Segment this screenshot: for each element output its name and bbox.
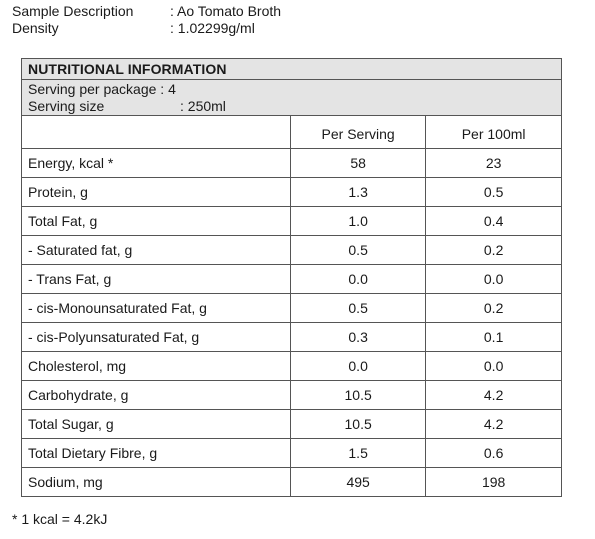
density-label: Density bbox=[12, 20, 59, 36]
serving-info: Serving per package : 4 Serving size : 2… bbox=[22, 80, 561, 116]
table-row: Carbohydrate, g 10.5 4.2 bbox=[22, 380, 561, 410]
per-100ml-value: 198 bbox=[425, 467, 561, 496]
per-serving-value: 1.3 bbox=[289, 177, 427, 207]
per-serving-value: 1.5 bbox=[289, 438, 427, 468]
per-100ml-value: 0.4 bbox=[425, 206, 561, 236]
per-100ml-value: 0.1 bbox=[425, 322, 561, 352]
per-serving-value: 1.0 bbox=[289, 206, 427, 236]
per-serving-value: 0.0 bbox=[289, 264, 427, 294]
table-row: Sodium, mg 495 198 bbox=[22, 467, 561, 496]
per-serving-value: 0.5 bbox=[289, 293, 427, 323]
per-100ml-value: 4.2 bbox=[425, 380, 561, 410]
serving-size-row: Serving size : 250ml bbox=[28, 98, 561, 115]
table-row: Cholesterol, mg 0.0 0.0 bbox=[22, 351, 561, 381]
per-serving-value: 0.5 bbox=[289, 235, 427, 265]
sample-info: Sample Description : Ao Tomato Broth Den… bbox=[12, 3, 281, 37]
density-value: : 1.02299g/ml bbox=[170, 20, 255, 36]
nutrient-name: - cis-Polyunsaturated Fat, g bbox=[22, 322, 291, 352]
table-header-row: Per Serving Per 100ml bbox=[22, 116, 561, 149]
table-row: Total Sugar, g 10.5 4.2 bbox=[22, 409, 561, 439]
per-serving-value: 10.5 bbox=[289, 409, 427, 439]
nutrient-name: - Trans Fat, g bbox=[22, 264, 291, 294]
per-100ml-value: 23 bbox=[425, 148, 561, 178]
density-row: Density : 1.02299g/ml bbox=[12, 20, 281, 37]
table-row: - Trans Fat, g 0.0 0.0 bbox=[22, 264, 561, 294]
per-serving-value: 495 bbox=[289, 467, 427, 496]
nutrient-name: Carbohydrate, g bbox=[22, 380, 291, 410]
per-serving-value: 0.3 bbox=[289, 322, 427, 352]
nutrient-name: - Saturated fat, g bbox=[22, 235, 291, 265]
nutrient-column-header bbox=[22, 116, 291, 149]
sample-description-label: Sample Description bbox=[12, 3, 134, 19]
nutrient-name: - cis-Monounsaturated Fat, g bbox=[22, 293, 291, 323]
nutrition-table: Per Serving Per 100ml Energy, kcal * 58 … bbox=[22, 116, 561, 496]
per-100ml-column-header: Per 100ml bbox=[425, 116, 561, 149]
per-serving-value: 58 bbox=[289, 148, 427, 178]
table-row: - cis-Polyunsaturated Fat, g 0.3 0.1 bbox=[22, 322, 561, 352]
nutrition-panel: NUTRITIONAL INFORMATION Serving per pack… bbox=[21, 58, 562, 497]
nutrient-name: Cholesterol, mg bbox=[22, 351, 291, 381]
per-serving-column-header: Per Serving bbox=[289, 116, 427, 149]
nutrient-name: Energy, kcal * bbox=[22, 148, 291, 178]
per-serving-value: 10.5 bbox=[289, 380, 427, 410]
per-serving-value: 0.0 bbox=[289, 351, 427, 381]
per-100ml-value: 0.2 bbox=[425, 235, 561, 265]
per-100ml-value: 0.6 bbox=[425, 438, 561, 468]
nutrient-name: Total Fat, g bbox=[22, 206, 291, 236]
sample-description-value: : Ao Tomato Broth bbox=[170, 3, 282, 19]
per-100ml-value: 0.0 bbox=[425, 264, 561, 294]
sample-description-row: Sample Description : Ao Tomato Broth bbox=[12, 3, 281, 20]
serving-size-value: : 250ml bbox=[180, 98, 226, 114]
energy-footnote: * 1 kcal = 4.2kJ bbox=[12, 511, 108, 527]
servings-per-package: Serving per package : 4 bbox=[28, 81, 176, 97]
table-row: Energy, kcal * 58 23 bbox=[22, 148, 561, 178]
table-row: - Saturated fat, g 0.5 0.2 bbox=[22, 235, 561, 265]
serving-size-label: Serving size bbox=[28, 98, 105, 114]
per-100ml-value: 0.2 bbox=[425, 293, 561, 323]
nutrient-name: Protein, g bbox=[22, 177, 291, 207]
nutrient-name: Total Dietary Fibre, g bbox=[22, 438, 291, 468]
per-100ml-value: 4.2 bbox=[425, 409, 561, 439]
table-row: Total Fat, g 1.0 0.4 bbox=[22, 206, 561, 236]
per-100ml-value: 0.0 bbox=[425, 351, 561, 381]
nutrient-name: Sodium, mg bbox=[22, 467, 291, 496]
table-row: Protein, g 1.3 0.5 bbox=[22, 177, 561, 207]
table-row: - cis-Monounsaturated Fat, g 0.5 0.2 bbox=[22, 293, 561, 323]
per-100ml-value: 0.5 bbox=[425, 177, 561, 207]
nutrition-title: NUTRITIONAL INFORMATION bbox=[22, 59, 561, 80]
table-row: Total Dietary Fibre, g 1.5 0.6 bbox=[22, 438, 561, 468]
nutrient-name: Total Sugar, g bbox=[22, 409, 291, 439]
